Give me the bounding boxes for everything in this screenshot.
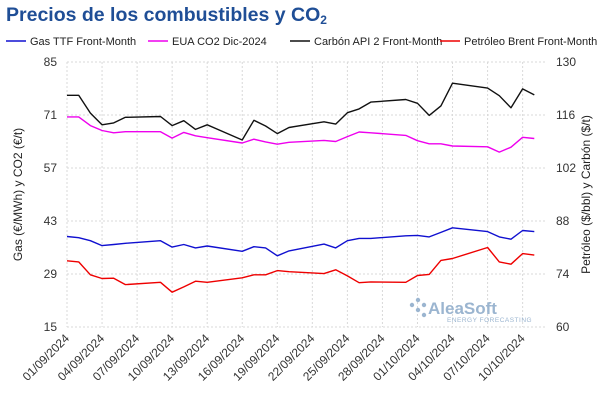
y-right-tick-label: 130 [556,55,576,69]
y-left-tick-label: 15 [44,320,58,334]
legend: Gas TTF Front-Month EUA CO2 Dic-2024 Carbó… [6,36,597,48]
series-lines [66,82,535,293]
y-axis-left-label: Gas (€/MWh) y CO2 (€/t) [11,128,25,261]
chart-title-subscript: 2 [320,13,327,27]
legend-label: Gas TTF Front-Month [30,36,136,48]
grid [66,61,546,328]
series-line-gas-ttf-front-month [66,227,535,257]
axis-labels: Gas (€/MWh) y CO2 (€/t) Petróleo ($/bbl)… [11,115,593,274]
y-axis-right-ticks: 60 74 88 102 116 130 [556,55,576,334]
aleasoft-logo-icon [409,297,427,318]
legend-label: Petróleo Brent Front-Month [464,36,597,48]
chart-title: Precios de los combustibles y CO2 [6,4,327,27]
series-line-eua-co2-dic-2024 [67,116,535,153]
y-right-tick-label: 116 [556,108,575,122]
legend-label: Carbón API 2 Front-Month [314,36,442,48]
y-right-tick-label: 60 [556,320,570,334]
aleasoft-watermark: AleaSoft ENERGY FORECASTING [409,297,532,324]
legend-label: EUA CO2 Dic-2024 [172,36,267,48]
series-line-carbon-api-2-front-month [67,82,535,141]
y-left-tick-label: 57 [44,161,58,175]
chart-title-text: Precios de los combustibles y CO [6,4,321,26]
x-axis-ticks: 01/09/202404/09/202407/09/202410/09/2024… [20,331,528,384]
watermark-brand: AleaSoft [428,299,497,318]
y-axis-left-ticks: 15 29 43 57 71 85 [44,55,58,334]
y-right-tick-label: 102 [556,161,576,175]
series-line-petroleo-brent-front-month [66,246,535,293]
y-left-tick-label: 29 [44,267,58,281]
y-left-tick-label: 43 [44,214,58,228]
y-left-tick-label: 71 [44,108,58,122]
y-right-tick-label: 88 [556,214,570,228]
y-axis-right-label: Petróleo ($/bbl) y Carbón ($/t) [579,115,593,274]
y-left-tick-label: 85 [44,55,58,69]
watermark-tagline: ENERGY FORECASTING [447,317,532,324]
y-right-tick-label: 74 [556,267,570,281]
